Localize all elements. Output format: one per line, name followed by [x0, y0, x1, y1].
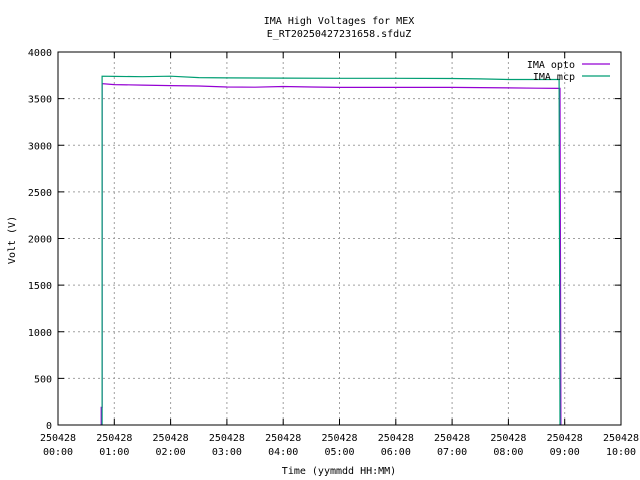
y-tick-label: 0	[46, 421, 52, 432]
grid-layer	[58, 52, 621, 425]
y-tick-label: 4000	[28, 48, 52, 59]
x-tick-time: 05:00	[324, 447, 354, 458]
x-tick-time: 06:00	[381, 447, 411, 458]
legend-label: IMA mcp	[533, 72, 575, 83]
x-tick-time: 00:00	[43, 447, 73, 458]
legend-label: IMA opto	[527, 60, 575, 71]
chart-title: IMA High Voltages for MEX	[264, 16, 415, 27]
x-tick-date: 250428	[547, 433, 583, 444]
y-tick-label: 500	[34, 374, 52, 385]
y-tick-label: 1000	[28, 328, 52, 339]
x-tick-date: 250428	[603, 433, 639, 444]
chart-subtitle: E_RT20250427231658.sfduZ	[267, 29, 412, 40]
x-tick-time: 01:00	[99, 447, 129, 458]
x-tick-time: 09:00	[550, 447, 580, 458]
x-tick-date: 250428	[40, 433, 76, 444]
tick-layer: 0 500 1000 1500 2000 2500 3000 3500 4000 250428 00…	[28, 48, 639, 458]
y-tick-label: 2000	[28, 235, 52, 246]
x-tick-date: 250428	[153, 433, 189, 444]
x-tick-time: 07:00	[437, 447, 467, 458]
x-tick-time: 10:00	[606, 447, 636, 458]
x-axis-label: Time (yymmdd HH:MM)	[282, 466, 396, 477]
y-tick-label: 3500	[28, 95, 52, 106]
series-layer	[100, 75, 562, 426]
x-tick-time: 03:00	[212, 447, 242, 458]
y-tick-label: 2500	[28, 188, 52, 199]
x-tick-time: 02:00	[156, 447, 186, 458]
x-tick-date: 250428	[378, 433, 414, 444]
x-tick-time: 04:00	[268, 447, 298, 458]
x-tick-date: 250428	[490, 433, 526, 444]
y-tick-label: 1500	[28, 281, 52, 292]
x-tick-date: 250428	[209, 433, 245, 444]
x-tick-date: 250428	[321, 433, 357, 444]
x-tick-time: 08:00	[493, 447, 523, 458]
series-line-1	[101, 75, 561, 426]
y-tick-label: 3000	[28, 141, 52, 152]
x-tick-date: 250428	[265, 433, 301, 444]
x-tick-date: 250428	[96, 433, 132, 444]
x-tick-date: 250428	[434, 433, 470, 444]
y-axis-label: Volt (V)	[7, 216, 18, 264]
